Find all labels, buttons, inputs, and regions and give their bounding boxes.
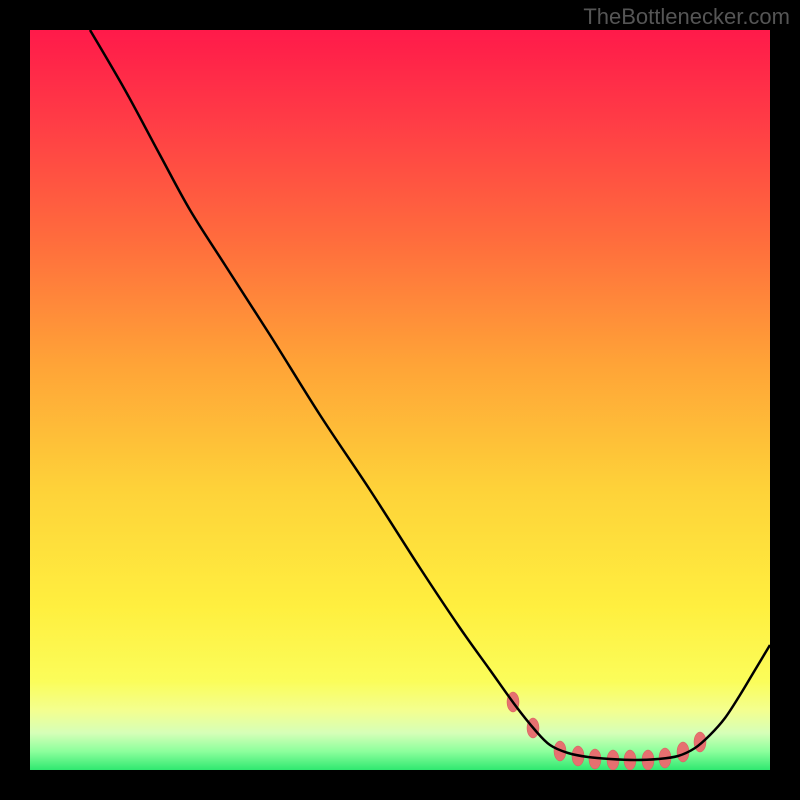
curve-layer <box>30 30 770 770</box>
plot-area <box>30 30 770 770</box>
watermark-text: TheBottlenecker.com <box>583 4 790 30</box>
bottleneck-curve <box>90 30 770 760</box>
